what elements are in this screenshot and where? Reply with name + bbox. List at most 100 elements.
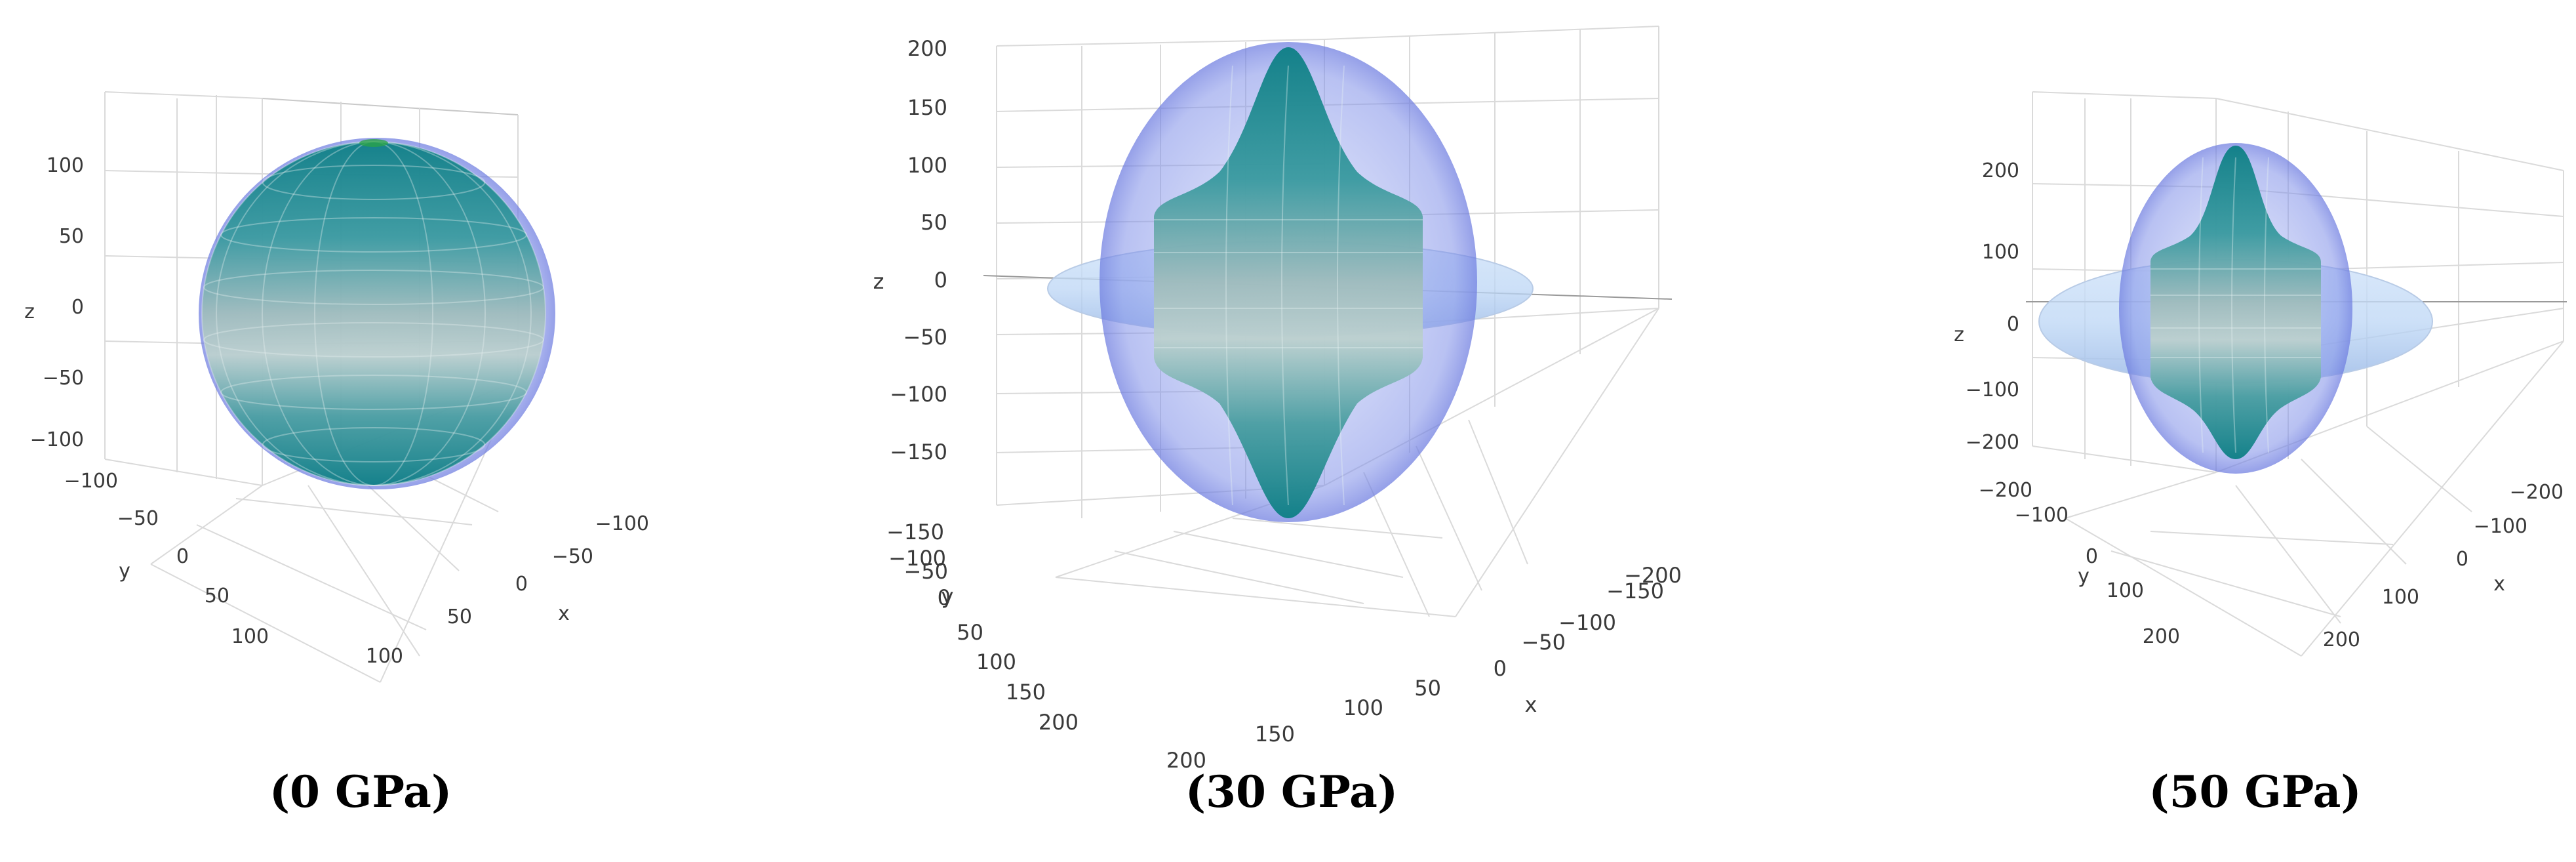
z-ticks-50gpa: 200 100 0 −100 −200: [1966, 159, 2019, 454]
y-tick-50gpa-0: −200: [1979, 479, 2032, 502]
grid-line-0gpa-0: [104, 91, 263, 99]
mesh-parallel-0gpa-4: [220, 375, 527, 410]
panel-50gpa: 200 100 0 −100 −200 z −200 −100 0 100 200 y −200 −100…: [1934, 0, 2576, 862]
y-tick-50gpa-3: 100: [2107, 579, 2144, 602]
panel-30gpa: 200 150 100 50 0 −50 −100 −150 z −150 −100 −50 0 50 10…: [865, 0, 1718, 862]
grid-line-0gpa-8: [150, 564, 381, 683]
y-tick-50gpa-4: 200: [2143, 625, 2180, 648]
x-tick-0gpa-1: −50: [552, 545, 593, 568]
x-tick-30gpa-0: −200: [1624, 563, 1682, 588]
x-tick-30gpa-5: 50: [1414, 676, 1441, 701]
x-tick-30gpa-1: −150: [1606, 579, 1664, 604]
grid-line-0gpa-20: [196, 524, 427, 630]
plot-50gpa: 2001000−100−200z−200−1000100200y−200−100…: [1954, 91, 2567, 657]
z-axis-label-50gpa: z: [1954, 323, 1964, 346]
y-tick-30gpa-3: 0: [938, 585, 951, 610]
x-ticks-50gpa: −200 −100 0 100 200: [2323, 481, 2564, 651]
grid-line-30gpa-27: [1173, 531, 1404, 578]
x-tick-30gpa-7: 150: [1255, 722, 1295, 747]
x-tick-50gpa-3: 100: [2382, 586, 2419, 609]
grid-line-0gpa-22: [307, 485, 420, 657]
grid-line-50gpa-0: [2032, 91, 2217, 99]
mesh-meridian-30gpa-2: [1337, 65, 1345, 506]
grid-line-0gpa-10: [104, 170, 263, 174]
z-ticks-30gpa: 200 150 100 50 0 −50 −100 −150: [890, 36, 947, 464]
x-tick-50gpa-4: 200: [2323, 628, 2360, 651]
z-tick-50gpa-4: −200: [1966, 431, 2019, 454]
mesh-parallel-0gpa-5: [262, 427, 486, 462]
x-tick-0gpa-3: 50: [447, 605, 472, 628]
z-tick-0gpa-4: −100: [30, 428, 84, 451]
x-axis-label-50gpa: x: [2493, 573, 2505, 596]
mesh-parallel-0gpa-1: [220, 217, 527, 253]
x-tick-30gpa-4: 0: [1494, 656, 1507, 681]
z-tick-30gpa-5: −50: [903, 325, 947, 350]
grid-line-50gpa-22: [2150, 531, 2394, 545]
z-axis-label-0gpa: z: [24, 300, 35, 323]
top-highlight-0gpa: [359, 139, 388, 147]
plot-0gpa: 100500−50−100z−100−50050100y−100−5005010…: [24, 91, 649, 683]
y-tick-0gpa-4: 100: [231, 625, 269, 648]
z-ticks-0gpa: 100 50 0 −50 −100: [30, 154, 84, 451]
y-tick-30gpa-2: −50: [903, 559, 948, 584]
grid-line-0gpa-21: [235, 498, 473, 525]
x-tick-30gpa-8: 200: [1166, 748, 1206, 773]
z-tick-50gpa-0: 200: [1982, 159, 2019, 182]
grid-line-0gpa-7: [150, 485, 263, 565]
z-tick-50gpa-1: 100: [1982, 241, 2019, 264]
y-tick-0gpa-2: 0: [176, 545, 189, 568]
z-tick-30gpa-6: −100: [890, 382, 947, 407]
z-tick-50gpa-2: 0: [2007, 313, 2019, 336]
y-axis-label-0gpa: y: [119, 560, 130, 583]
y-tick-50gpa-2: 0: [2086, 545, 2098, 568]
grid-line-30gpa-8: [1055, 577, 1456, 617]
grid-line-0gpa-5: [104, 459, 263, 486]
grid-line-50gpa-7: [2065, 472, 2217, 519]
grid-line-30gpa-31: [1468, 419, 1528, 565]
inner-surface-0gpa: [202, 142, 545, 485]
x-ticks-30gpa: −200−150 −100−50 0 50 100 150 200: [1166, 563, 1682, 773]
grid-line-50gpa-23: [2235, 485, 2341, 624]
z-tick-30gpa-3: 50: [921, 210, 947, 235]
z-tick-30gpa-0: 200: [907, 36, 947, 61]
grid-line-30gpa-9: [1455, 308, 1659, 617]
grid-line-50gpa-1: [2215, 98, 2564, 171]
mesh-meridian-50gpa-0: [2198, 157, 2204, 453]
x-axis-label-30gpa: x: [1525, 692, 1537, 717]
grid-line-50gpa-9: [2301, 340, 2564, 657]
x-ticks-0gpa: −100−50 0 50 100: [366, 512, 649, 668]
caption-50gpa: (50 GPa): [2149, 766, 2362, 817]
y-tick-30gpa-5: 100: [976, 649, 1016, 674]
y-axis-label-30gpa: y: [941, 584, 954, 609]
z-tick-30gpa-1: 150: [907, 95, 947, 120]
x-tick-0gpa-0: −100: [595, 512, 649, 535]
mesh-parallel-0gpa-0: [262, 165, 486, 200]
y-ticks-50gpa: −200−100 0 100 200: [1979, 479, 2180, 648]
grid-line-30gpa-28: [1232, 518, 1443, 539]
z-tick-0gpa-0: 100: [47, 154, 84, 177]
surface-mesh-30gpa: [1154, 65, 1423, 506]
grid-line-30gpa-26: [1114, 550, 1364, 604]
grid-line-50gpa-5: [2032, 445, 2217, 473]
y-tick-30gpa-7: 200: [1039, 710, 1079, 735]
y-tick-0gpa-3: 50: [205, 585, 229, 607]
z-tick-30gpa-4: 0: [934, 268, 947, 293]
grid-line-30gpa-29: [1363, 472, 1430, 617]
mesh-parallel-0gpa-2: [203, 270, 544, 305]
z-tick-30gpa-2: 100: [907, 153, 947, 178]
x-tick-0gpa-4: 100: [366, 645, 403, 668]
y-tick-30gpa-1: −100: [888, 546, 946, 571]
x-tick-50gpa-0: −200: [2510, 481, 2564, 504]
caption-0gpa: (0 GPa): [269, 766, 452, 817]
z-tick-0gpa-1: 50: [59, 225, 84, 248]
x-tick-50gpa-1: −100: [2474, 515, 2527, 538]
grid-line-30gpa-1: [1324, 26, 1659, 40]
grid-line-50gpa-21: [2110, 550, 2341, 617]
grid-line-30gpa-30: [1416, 445, 1482, 591]
mesh-meridian-30gpa-1: [1281, 65, 1289, 506]
z-tick-0gpa-2: 0: [71, 296, 84, 319]
y-tick-30gpa-0: −150: [886, 520, 944, 544]
